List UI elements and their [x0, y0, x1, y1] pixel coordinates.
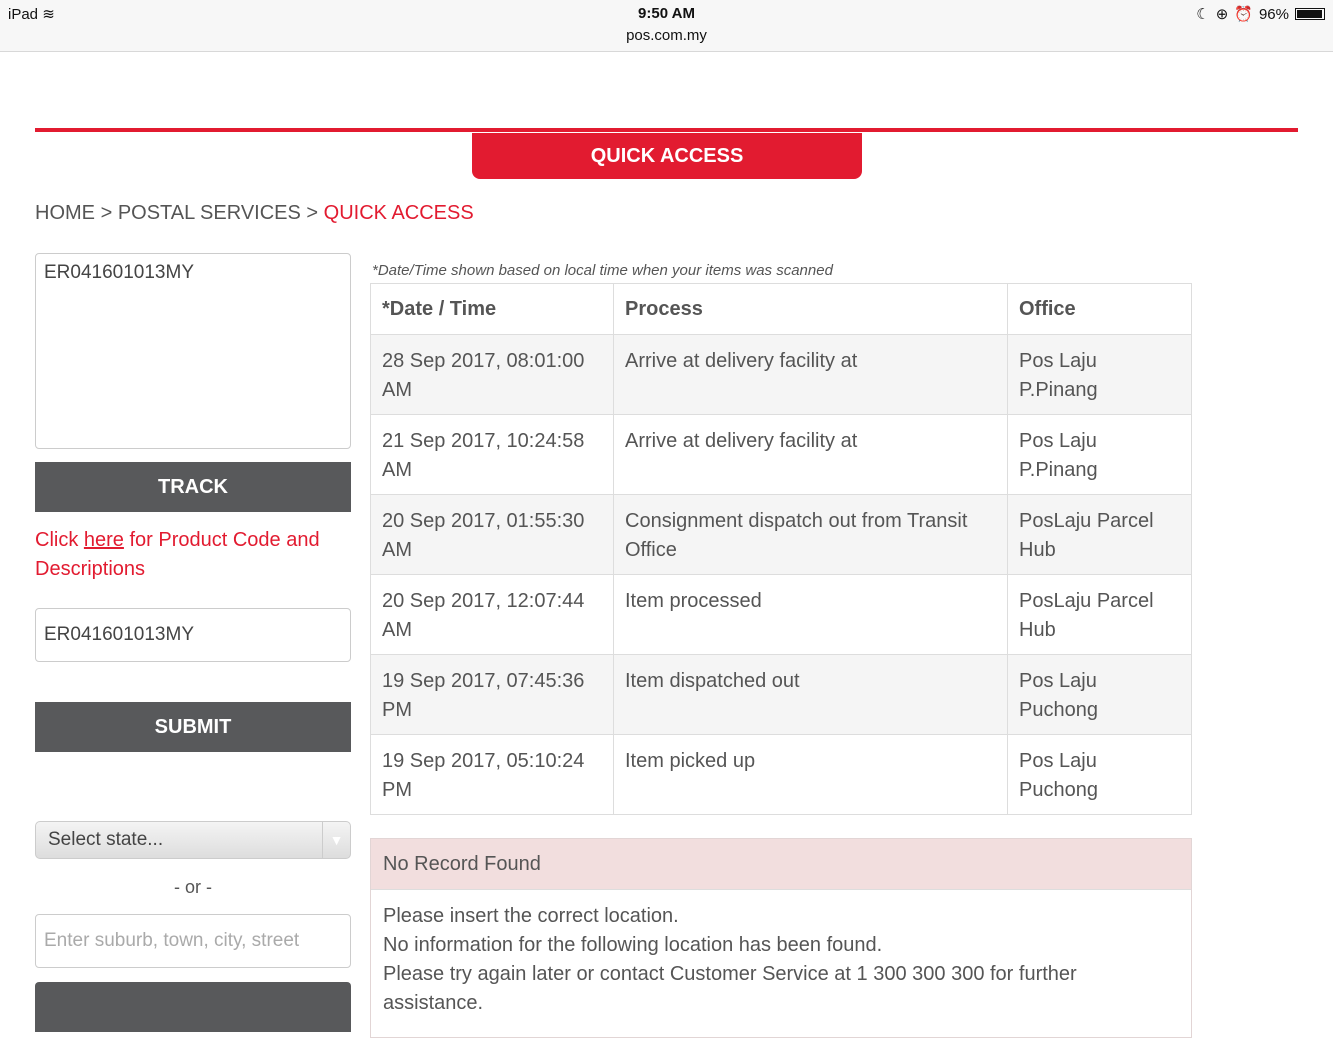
or-divider: - or - — [174, 877, 212, 897]
no-record-panel: No Record Found Please insert the correc… — [370, 838, 1192, 1038]
breadcrumb-home[interactable]: HOME — [35, 202, 95, 224]
link-suffix: for Product Code and Descriptions — [35, 529, 320, 580]
cell-process: Item dispatched out — [613, 654, 1008, 735]
breadcrumb-separator: > — [306, 202, 319, 224]
cell-date: 19 Sep 2017, 07:45:36 PM — [370, 654, 614, 735]
moon-icon: ☾ — [1196, 6, 1210, 23]
time-note: *Date/Time shown based on local time whe… — [372, 262, 833, 279]
table-row: 19 Sep 2017, 05:10:24 PM Item picked up Po… — [370, 734, 1192, 815]
url-bar[interactable]: pos.com.my — [626, 27, 707, 44]
clock: 9:50 AM — [638, 5, 695, 22]
cell-office: Pos Laju Puchong — [1007, 734, 1192, 815]
header-process: Process — [613, 283, 1008, 335]
table-row: 19 Sep 2017, 07:45:36 PM Item dispatched … — [370, 654, 1192, 735]
cell-process: Consignment dispatch out from Transit Of… — [613, 494, 1008, 575]
no-record-line: Please try again later or contact Custom… — [383, 963, 1077, 1014]
track-button[interactable]: TRACK — [35, 462, 351, 512]
header-office: Office — [1007, 283, 1192, 335]
no-record-title: No Record Found — [371, 839, 1191, 890]
cell-process: Arrive at delivery facility at — [613, 414, 1008, 495]
product-code-link[interactable]: here — [83, 529, 124, 551]
breadcrumb: HOME > POSTAL SERVICES > QUICK ACCESS — [35, 202, 474, 225]
breadcrumb-separator: > — [100, 202, 113, 224]
rotation-lock-icon: ⊕ — [1215, 6, 1229, 23]
table-header-row: *Date / Time Process Office — [370, 283, 1192, 335]
cell-process: Arrive at delivery facility at — [613, 334, 1008, 415]
search-location-button[interactable] — [35, 982, 351, 1032]
cell-office: Pos Laju Puchong — [1007, 654, 1192, 735]
cell-process: Item processed — [613, 574, 1008, 655]
table-row: 28 Sep 2017, 08:01:00 AM Arrive at delive… — [370, 334, 1192, 415]
device-label: iPad ≋ — [8, 5, 55, 23]
tracking-results-table: *Date / Time Process Office 28 Sep 2017,… — [370, 283, 1192, 815]
breadcrumb-current: QUICK ACCESS — [323, 202, 474, 224]
cell-office: PosLaju Parcel Hub — [1007, 494, 1192, 575]
battery-percent: 96% — [1258, 5, 1289, 23]
alarm-icon: ⏰ — [1234, 6, 1253, 23]
cell-office: PosLaju Parcel Hub — [1007, 574, 1192, 655]
cell-date: 19 Sep 2017, 05:10:24 PM — [370, 734, 614, 815]
no-record-line: Please insert the correct location. — [383, 905, 679, 927]
chevron-down-icon: ▼ — [322, 822, 350, 858]
table-row: 21 Sep 2017, 10:24:58 AM Arrive at delive… — [370, 414, 1192, 495]
cell-date: 21 Sep 2017, 10:24:58 AM — [370, 414, 614, 495]
location-input[interactable]: Enter suburb, town, city, street — [35, 914, 351, 968]
cell-date: 28 Sep 2017, 08:01:00 AM — [370, 334, 614, 415]
wifi-icon: ≋ — [42, 6, 55, 23]
status-bar: iPad ≋ 9:50 AM pos.com.my ☾ ⊕ ⏰ 96% — [0, 0, 1333, 52]
no-record-line: No information for the following locatio… — [383, 934, 883, 956]
cell-process: Item picked up — [613, 734, 1008, 815]
submit-button[interactable]: SUBMIT — [35, 702, 351, 752]
cell-date: 20 Sep 2017, 01:55:30 AM — [370, 494, 614, 575]
no-record-body: Please insert the correct location. No i… — [371, 890, 1191, 1030]
state-select[interactable]: Select state... ▼ — [35, 821, 351, 859]
header-date: *Date / Time — [370, 283, 614, 335]
quick-access-banner: QUICK ACCESS — [472, 133, 862, 179]
cell-office: Pos Laju P.Pinang — [1007, 334, 1192, 415]
breadcrumb-postal-services[interactable]: POSTAL SERVICES — [117, 202, 301, 224]
table-row: 20 Sep 2017, 01:55:30 AM Consignment disp… — [370, 494, 1192, 575]
link-prefix: Click — [35, 529, 84, 551]
device-name: iPad — [8, 6, 39, 23]
cell-office: Pos Laju P.Pinang — [1007, 414, 1192, 495]
product-code-text: Click here for Product Code and Descript… — [35, 526, 351, 584]
table-row: 20 Sep 2017, 12:07:44 AM Item processed Po… — [370, 574, 1192, 655]
state-select-value: Select state... — [48, 829, 164, 850]
cell-date: 20 Sep 2017, 12:07:44 AM — [370, 574, 614, 655]
tracking-number-textarea[interactable]: ER041601013MY — [35, 253, 351, 449]
status-icons: ☾ ⊕ ⏰ 96% — [1196, 5, 1325, 23]
header-divider — [35, 128, 1298, 132]
battery-icon — [1295, 8, 1325, 20]
tracking-number-input[interactable]: ER041601013MY — [35, 608, 351, 662]
